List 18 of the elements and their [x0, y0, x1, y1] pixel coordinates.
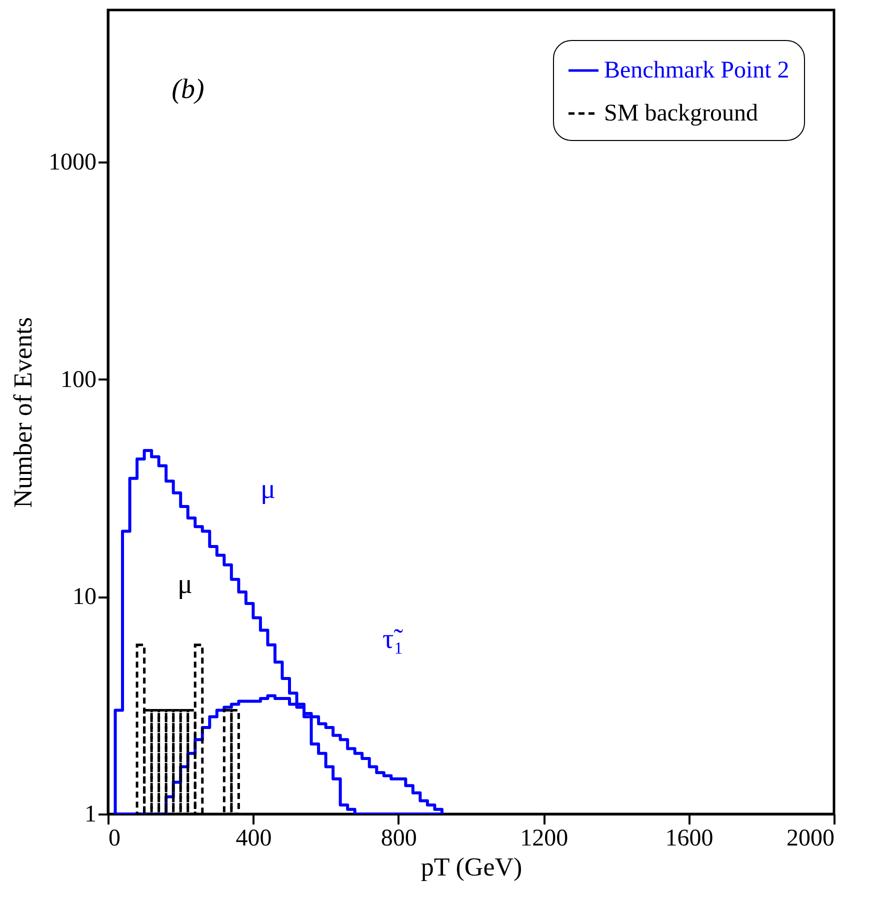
y-tick-label: 1 — [84, 802, 96, 828]
x-tick-label: 1600 — [665, 826, 714, 852]
annotation: μ — [177, 569, 193, 600]
legend-label: Benchmark Point 2 — [604, 58, 790, 84]
x-tick-label: 800 — [380, 826, 417, 852]
x-tick-label: 400 — [236, 826, 272, 852]
y-tick-label: 1000 — [48, 149, 96, 176]
x-axis-title: pT (GeV) — [420, 852, 522, 882]
legend-label: SM background — [604, 100, 758, 126]
annotation: μ — [260, 474, 276, 505]
x-tick-label: 2000 — [786, 826, 834, 852]
annotation: τ̃₁ — [382, 624, 404, 655]
y-axis-title: Number of Events — [8, 317, 38, 508]
annotation: (b) — [172, 74, 204, 105]
x-tick-label: 0 — [108, 826, 120, 852]
x-tick-label: 1200 — [520, 826, 568, 852]
y-tick-label: 100 — [60, 366, 96, 393]
y-tick-label: 10 — [72, 584, 96, 610]
